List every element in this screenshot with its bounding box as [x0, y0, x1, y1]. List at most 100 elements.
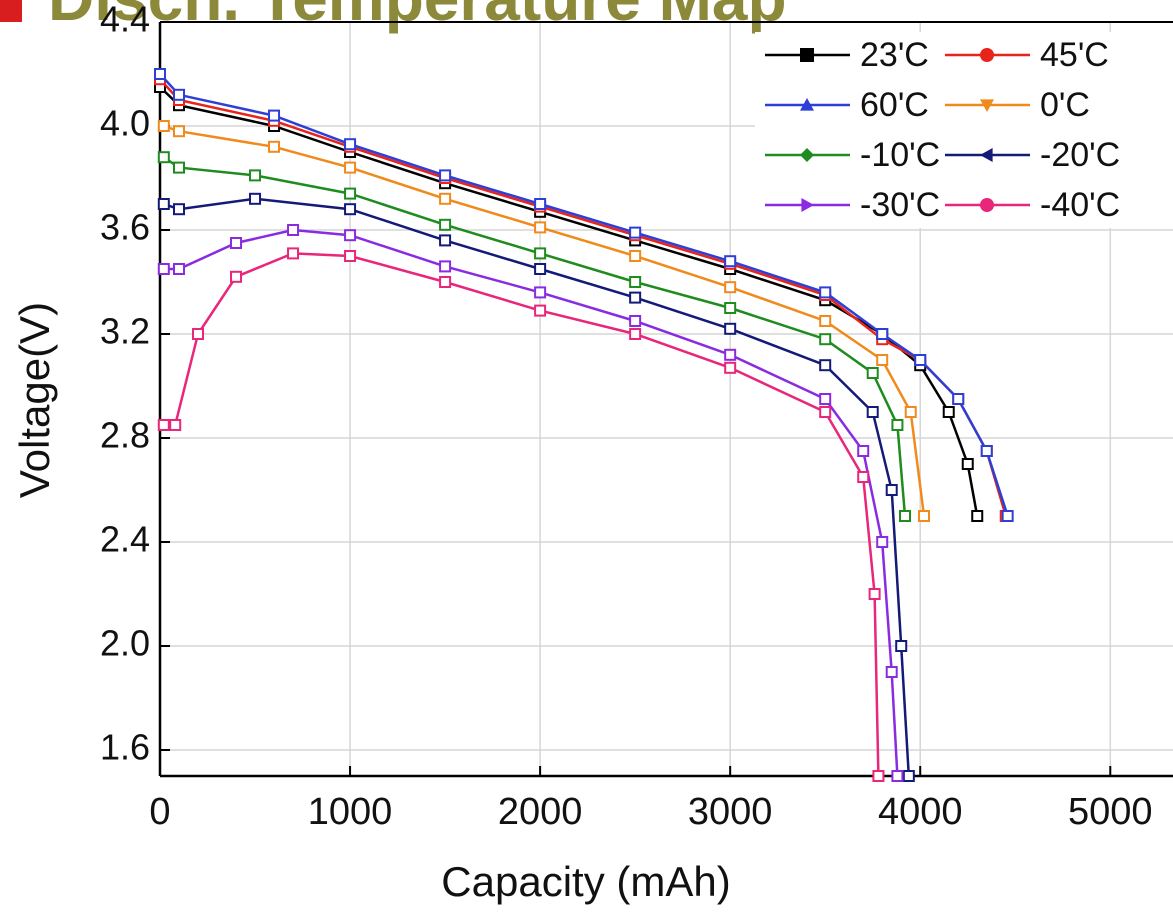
data-point [724, 348, 737, 361]
legend-symbol [980, 198, 994, 212]
legend-symbol [980, 148, 993, 162]
y-tick-label: 3.2 [100, 311, 150, 352]
legend-symbol [801, 198, 814, 212]
data-point [157, 120, 170, 132]
data-point [344, 138, 357, 151]
data-point [629, 328, 642, 340]
x-tick-label: 4000 [878, 791, 963, 833]
series-line [163, 228, 899, 777]
data-point [173, 125, 186, 138]
x-tick-label: 2000 [498, 791, 583, 833]
legend-label: 0'C [1040, 86, 1090, 124]
data-point [287, 224, 300, 236]
data-point [157, 263, 170, 275]
series-line [163, 124, 926, 517]
data-point [819, 406, 832, 418]
data-point [173, 88, 186, 101]
data-point [249, 192, 262, 205]
data-point [534, 247, 547, 260]
x-tick-label: 3000 [688, 791, 773, 833]
data-point [724, 255, 737, 268]
x-tick-label: 1000 [308, 791, 393, 833]
legend-label: -40'C [1040, 186, 1120, 224]
data-point [629, 291, 642, 304]
data-point [439, 276, 452, 288]
data-point [876, 536, 889, 548]
legend-label: 23'C [860, 36, 929, 74]
data-point [192, 328, 205, 340]
legend-symbol [980, 99, 994, 112]
legend-background [755, 32, 1173, 228]
data-point [439, 169, 452, 182]
y-tick-label: 2.0 [100, 623, 150, 664]
data-point [439, 234, 452, 247]
data-point [534, 198, 547, 210]
data-point [268, 140, 281, 153]
data-point [268, 109, 281, 122]
legend-label: -20'C [1040, 136, 1120, 174]
data-point [344, 203, 357, 216]
data-point [876, 354, 889, 366]
data-point [534, 286, 547, 299]
legend-label: -30'C [860, 186, 940, 224]
data-point [724, 281, 737, 294]
data-point [952, 393, 965, 405]
data-point [439, 218, 452, 231]
data-point [868, 588, 881, 600]
chart-title: Disch. Temperature Map [48, 0, 787, 34]
data-point [230, 237, 243, 249]
data-point [902, 770, 915, 782]
y-axis-label: Voltage(V) [11, 302, 58, 498]
data-point [173, 203, 186, 216]
data-point [724, 302, 737, 314]
y-tick-label: 4.4 [100, 0, 150, 40]
data-point [169, 419, 182, 431]
data-point [866, 367, 879, 379]
y-tick-label: 4.0 [100, 103, 150, 144]
data-point [287, 247, 300, 260]
data-point [439, 192, 452, 205]
title-badge [0, 0, 22, 22]
data-point [819, 393, 832, 405]
series-line [163, 252, 880, 777]
series-line [163, 156, 907, 517]
data-point [629, 276, 642, 288]
x-tick-label: 0 [149, 791, 170, 833]
data-point [942, 406, 955, 418]
data-point [157, 151, 170, 164]
data-point [173, 263, 186, 275]
data-point [534, 304, 547, 317]
data-point [724, 322, 737, 335]
data-point [629, 315, 642, 327]
data-point [344, 187, 357, 200]
data-point [961, 458, 974, 470]
legend-symbol [980, 48, 994, 62]
data-point [157, 419, 170, 431]
data-point [154, 68, 166, 80]
data-point [629, 226, 642, 239]
series-line [159, 86, 979, 517]
x-axis-label: Capacity (mAh) [441, 858, 730, 905]
data-point [249, 169, 262, 182]
data-point [819, 315, 832, 327]
data-point [891, 770, 904, 782]
legend-symbol [800, 148, 814, 162]
data-point [904, 406, 917, 418]
data-point [157, 198, 170, 210]
data-point [344, 250, 357, 262]
data-point [819, 286, 832, 299]
data-point [866, 406, 879, 418]
data-point [344, 229, 357, 242]
y-tick-label: 2.4 [100, 519, 150, 560]
data-point [872, 770, 885, 782]
data-point [980, 445, 993, 457]
data-point [534, 221, 547, 234]
data-point [819, 333, 832, 346]
data-point [885, 666, 898, 678]
data-point [918, 510, 931, 522]
data-point [899, 510, 912, 522]
data-point [629, 250, 642, 262]
x-tick-label: 5000 [1068, 791, 1153, 833]
y-tick-label: 2.8 [100, 415, 150, 456]
